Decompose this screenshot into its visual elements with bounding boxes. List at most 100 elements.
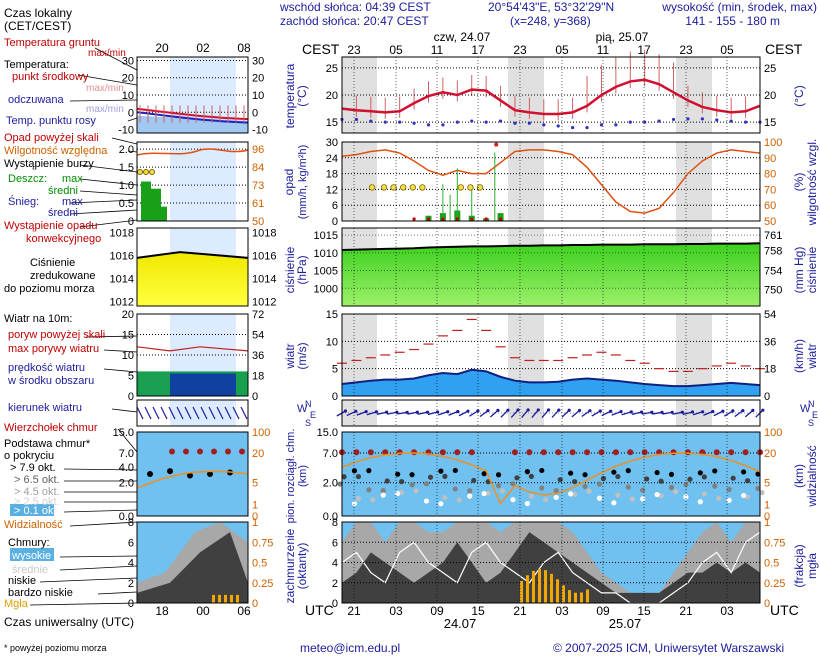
cloud-base-dot — [413, 488, 419, 494]
storm-marker — [380, 184, 388, 191]
legend-gust-line — [136, 346, 249, 352]
cloud-base-dot — [485, 479, 491, 485]
dewpoint-dot — [527, 121, 531, 125]
cloud-base-dot — [572, 479, 578, 485]
cloud-base-dot — [409, 472, 415, 478]
cloud-base-dot — [539, 485, 545, 491]
legend-connector — [69, 521, 138, 527]
wind-arrow — [336, 410, 346, 417]
wind-arrow — [692, 411, 703, 416]
cloud-base-dot — [568, 470, 574, 476]
cloud-base-dot — [658, 493, 664, 499]
legend-wind-arrow — [208, 406, 216, 420]
wind-arrow — [469, 410, 479, 417]
dewpoint-dot — [729, 119, 733, 123]
legend-connector — [79, 219, 138, 228]
cloud-base-dot — [510, 497, 516, 503]
wind-arrow-head — [466, 409, 470, 413]
wind-arrow — [541, 409, 550, 418]
legend-temp-line — [136, 107, 249, 121]
cloud-base-dot — [697, 470, 703, 476]
legend-connector — [63, 468, 138, 471]
cloud-base-dot — [495, 472, 502, 478]
storm-marker — [409, 184, 416, 191]
cloud-top-dot — [555, 449, 562, 456]
cloud-base-dot — [399, 489, 405, 495]
cloud-base-dot — [712, 483, 718, 489]
legend-storm-marker — [143, 169, 149, 175]
legend-cloud-top — [211, 448, 217, 455]
wind-arrow — [521, 409, 529, 418]
wind-arrow — [662, 411, 673, 415]
cloud-base-dot — [467, 488, 473, 494]
wind-arrow-head — [761, 408, 765, 412]
legend-connector — [59, 565, 138, 571]
cloud-top-dot — [641, 449, 648, 456]
cloud-base-dot — [668, 484, 675, 491]
wind-arrow — [682, 411, 693, 416]
dewpoint-dot — [585, 125, 589, 130]
cloud-top-dot — [454, 449, 461, 456]
dewpoint-dot — [498, 119, 503, 123]
wind-arrow — [510, 409, 519, 418]
cloud-base-dot — [442, 473, 448, 479]
legend-pressure-line — [136, 251, 249, 259]
dewpoint-dot — [369, 119, 373, 123]
wind-arrow-head — [506, 408, 510, 412]
legend-storm-marker — [149, 169, 155, 175]
legend-cloud-base — [167, 468, 173, 475]
legend-storm-marker — [137, 169, 143, 175]
wind-arrow-head — [496, 408, 500, 412]
wind-arrow — [458, 410, 469, 417]
convective-dot — [412, 217, 416, 221]
cloud-base-dot — [495, 483, 502, 489]
dewpoint-dot — [441, 123, 445, 127]
dewpoint-dot — [743, 120, 748, 124]
wind-arrow-head — [670, 410, 674, 414]
legend-humidity-line — [136, 148, 249, 156]
dewpoint-dot — [398, 120, 402, 124]
legend-panel-border — [136, 141, 249, 222]
cloud-top-dot — [713, 449, 720, 456]
cloud-base-dot — [759, 489, 765, 496]
legend-connector — [69, 199, 138, 204]
storm-marker — [476, 184, 484, 191]
wind-arrow-head — [619, 409, 623, 414]
cloud-base-dot — [452, 467, 458, 474]
legend-wind-area-night — [170, 373, 236, 396]
cloud-base-dot — [524, 500, 530, 507]
cloud-base-dot — [755, 485, 761, 492]
cloud-base-dot — [539, 467, 545, 474]
legend-connector — [103, 349, 138, 353]
cloud-base-dot — [409, 482, 415, 488]
legend-fog-bar — [212, 594, 215, 603]
cloud-base-dot — [337, 499, 343, 505]
panel-border — [341, 141, 761, 222]
wind-arrow-head — [385, 410, 389, 414]
convective-dot — [498, 217, 503, 221]
dewpoint-dot — [628, 120, 632, 124]
cloud-base-dot — [629, 496, 635, 502]
cloud-base-dot — [600, 475, 607, 482]
legend-fog-bar — [230, 594, 233, 603]
cloud-base-dot — [644, 476, 650, 482]
storm-marker — [419, 184, 426, 191]
cloud-base-dot — [611, 500, 617, 506]
panel-border — [341, 431, 761, 517]
cloud-top-dot — [627, 449, 634, 456]
wind-arrow — [601, 410, 611, 417]
wind-arrow-head — [364, 410, 368, 414]
fog-bar — [568, 590, 571, 603]
legend-perceived-line — [136, 111, 249, 124]
storm-marker — [457, 184, 464, 191]
wind-arrow — [397, 411, 408, 415]
legend-connector — [111, 137, 138, 145]
wind-arrow — [356, 410, 367, 416]
wind-arrow-head — [546, 408, 551, 412]
visibility-line — [341, 452, 761, 506]
cloud-base-dot — [640, 496, 646, 502]
wind-arrow — [734, 410, 744, 418]
cloud-base-dot — [726, 497, 732, 503]
dewpoint-dot — [571, 125, 575, 130]
cloud-base-dot — [744, 478, 751, 484]
